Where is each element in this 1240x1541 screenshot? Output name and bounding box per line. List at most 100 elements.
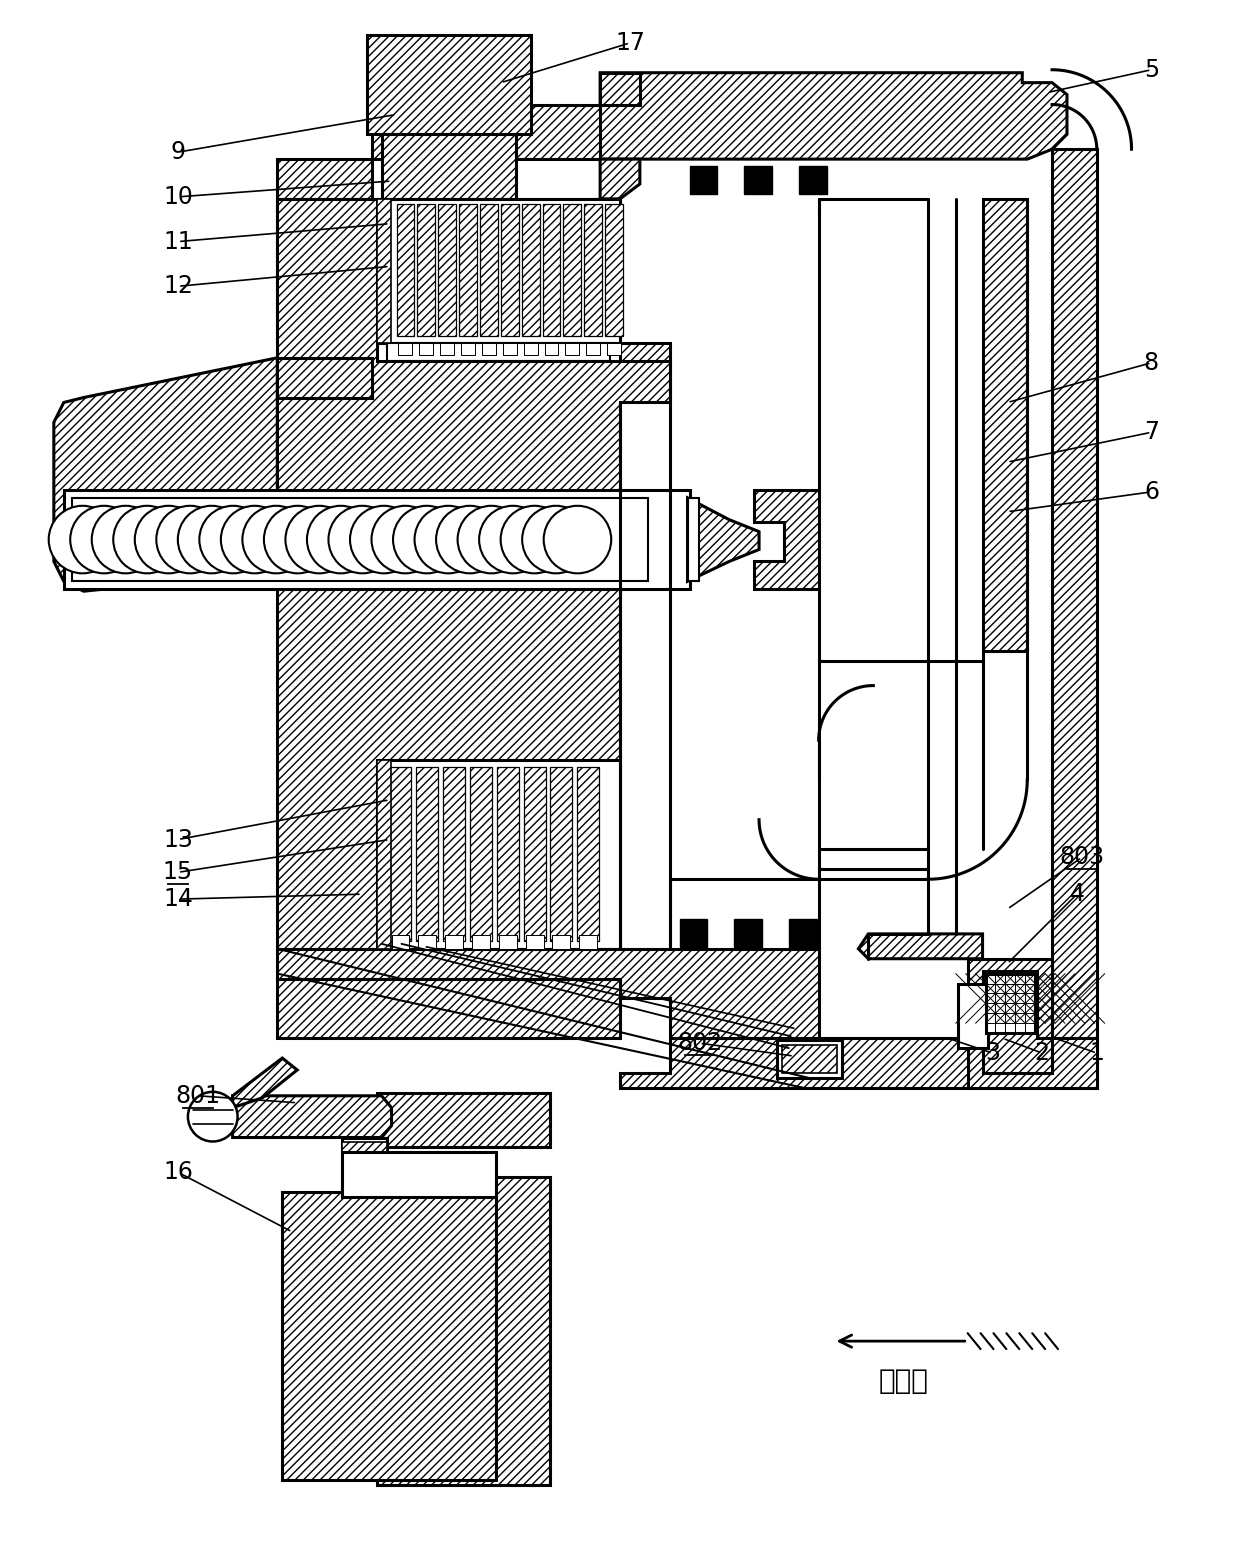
Circle shape (522, 505, 590, 573)
Circle shape (458, 505, 526, 573)
Bar (342, 1142, 387, 1187)
Bar (342, 1137, 387, 1193)
Circle shape (308, 505, 374, 573)
Text: 15: 15 (162, 860, 193, 885)
Text: 9: 9 (170, 140, 186, 165)
Circle shape (48, 505, 117, 573)
Polygon shape (600, 72, 1066, 159)
Circle shape (92, 505, 159, 573)
Circle shape (264, 505, 331, 573)
Bar (398, 344, 413, 354)
Polygon shape (687, 498, 759, 581)
Polygon shape (858, 934, 982, 959)
Text: 16: 16 (162, 1160, 193, 1185)
Polygon shape (620, 1039, 1096, 1088)
Text: 4: 4 (1069, 881, 1085, 906)
Bar (544, 344, 558, 354)
Polygon shape (233, 1096, 392, 1137)
Bar (377, 199, 391, 344)
Polygon shape (982, 971, 1052, 1073)
Circle shape (113, 505, 181, 573)
Text: 5: 5 (1143, 57, 1159, 82)
Circle shape (393, 505, 460, 573)
Bar (417, 767, 438, 942)
Text: 8: 8 (1143, 351, 1159, 374)
Bar (523, 767, 546, 942)
Bar (957, 983, 987, 1048)
Polygon shape (53, 358, 278, 592)
Bar (443, 767, 465, 942)
Text: 7: 7 (1145, 421, 1159, 444)
Text: 10: 10 (162, 185, 193, 210)
Bar (377, 760, 620, 949)
Bar (377, 1177, 551, 1486)
Bar (382, 134, 516, 199)
Circle shape (135, 505, 202, 573)
Circle shape (156, 505, 224, 573)
Bar (563, 203, 582, 336)
Bar (377, 1093, 551, 1148)
Bar (389, 767, 412, 942)
Bar (498, 935, 517, 949)
Text: 14: 14 (162, 888, 193, 911)
Text: 803: 803 (1059, 846, 1105, 869)
Bar (553, 935, 570, 949)
Circle shape (350, 505, 418, 573)
Bar (418, 203, 435, 336)
Bar (461, 344, 475, 354)
Polygon shape (278, 949, 818, 1039)
Bar (551, 767, 573, 942)
Text: 进气口: 进气口 (878, 1367, 928, 1395)
Circle shape (188, 1093, 238, 1142)
Bar (526, 935, 543, 949)
Circle shape (501, 505, 568, 573)
Text: 11: 11 (164, 230, 193, 254)
Bar (392, 935, 409, 949)
Polygon shape (754, 490, 818, 589)
Bar (587, 344, 600, 354)
Text: 3: 3 (985, 1042, 999, 1065)
Bar (367, 35, 531, 134)
Bar (397, 203, 414, 336)
Bar (459, 203, 477, 336)
Bar (782, 1045, 837, 1073)
Bar (543, 203, 560, 336)
Text: 802: 802 (677, 1031, 722, 1056)
Circle shape (479, 505, 547, 573)
Circle shape (221, 505, 289, 573)
Text: 801: 801 (175, 1083, 221, 1108)
Circle shape (414, 505, 482, 573)
Bar (72, 498, 647, 581)
Bar (482, 344, 496, 354)
Polygon shape (278, 159, 372, 199)
Bar (986, 974, 1035, 1032)
Bar (470, 767, 492, 942)
Bar (522, 203, 539, 336)
Circle shape (177, 505, 246, 573)
Bar (777, 1040, 842, 1077)
Bar (501, 203, 518, 336)
Text: 12: 12 (162, 274, 193, 299)
Circle shape (329, 505, 396, 573)
Text: 13: 13 (162, 828, 193, 852)
Bar (744, 166, 773, 194)
Polygon shape (233, 1059, 298, 1108)
Polygon shape (600, 159, 640, 199)
Circle shape (200, 505, 267, 573)
Circle shape (372, 505, 439, 573)
Circle shape (436, 505, 503, 573)
Bar (278, 979, 620, 1039)
Bar (377, 199, 620, 344)
Polygon shape (278, 199, 670, 382)
Bar (377, 760, 391, 949)
Bar (472, 935, 490, 949)
Bar (502, 344, 517, 354)
Bar (680, 918, 707, 946)
Bar (438, 203, 456, 336)
Text: 2: 2 (1034, 1042, 1049, 1065)
Bar (799, 166, 827, 194)
Bar (584, 203, 603, 336)
Text: 6: 6 (1145, 479, 1159, 504)
Bar (63, 490, 689, 589)
Bar (497, 767, 518, 942)
